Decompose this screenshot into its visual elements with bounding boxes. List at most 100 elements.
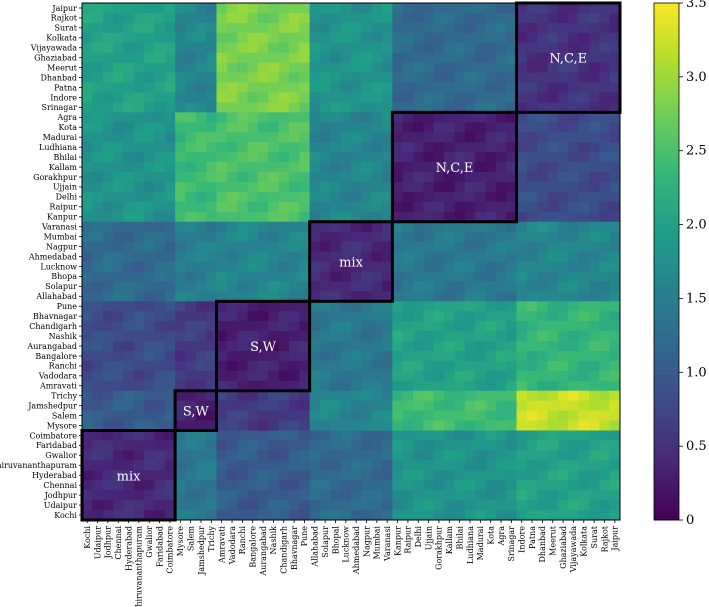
heatmap-cell	[454, 331, 466, 342]
heatmap-cell	[133, 112, 145, 123]
heatmap-cell	[154, 221, 166, 233]
heatmap-cell	[299, 62, 311, 73]
heatmap-cell	[340, 271, 352, 282]
heatmap-cell	[371, 390, 383, 402]
heatmap-cell	[206, 72, 217, 83]
heatmap-cell	[340, 430, 352, 441]
heatmap-cell	[123, 480, 135, 491]
heatmap-cell	[599, 241, 611, 252]
heatmap-cell	[609, 162, 621, 173]
heatmap-cell	[299, 241, 311, 252]
heatmap-cell	[319, 500, 331, 511]
heatmap-cell	[330, 142, 342, 153]
heatmap-cell	[402, 12, 414, 24]
heatmap-cell	[392, 321, 404, 332]
heatmap-cell	[361, 231, 373, 243]
heatmap-cell	[226, 231, 238, 243]
heatmap-cell	[195, 62, 207, 73]
colorbar-segment	[654, 15, 679, 21]
heatmap-cell	[102, 152, 114, 163]
heatmap-cell	[278, 430, 290, 441]
heatmap-cell	[464, 311, 476, 322]
heatmap-cell	[340, 311, 352, 322]
heatmap-cell	[495, 500, 507, 511]
heatmap-cell	[102, 52, 114, 64]
heatmap-cell	[216, 142, 228, 153]
heatmap-cell	[382, 460, 393, 471]
heatmap-cell	[340, 440, 352, 451]
heatmap-cell	[82, 92, 93, 103]
heatmap-cell	[195, 211, 207, 223]
heatmap-cell	[547, 231, 559, 243]
heatmap-cell	[413, 92, 424, 103]
heatmap-cell	[526, 191, 538, 203]
heatmap-cell	[526, 331, 538, 342]
heatmap-cell	[226, 142, 238, 153]
heatmap-cell	[392, 410, 404, 421]
heatmap-cell	[102, 390, 114, 402]
heatmap-cell	[175, 380, 186, 392]
heatmap-cell	[330, 72, 342, 83]
heatmap-cell	[516, 350, 528, 362]
heatmap-cell	[464, 410, 476, 421]
heatmap-cell	[226, 181, 238, 193]
y-tick-labels: JaipurRajkotSuratKolkataVijayawadaGhazia…	[0, 4, 82, 520]
heatmap-cell	[609, 42, 621, 54]
heatmap-cell	[288, 3, 300, 14]
heatmap-cell	[423, 500, 435, 511]
heatmap-cell	[216, 82, 228, 93]
heatmap-cell	[423, 32, 435, 44]
heatmap-cell	[454, 22, 466, 34]
heatmap-cell	[464, 152, 476, 163]
heatmap-cell	[113, 470, 124, 481]
heatmap-cell	[216, 390, 228, 402]
heatmap-cell	[351, 122, 362, 133]
heatmap-cell	[413, 510, 424, 521]
heatmap-cell	[309, 112, 321, 123]
heatmap-cell	[578, 410, 590, 421]
heatmap-cell	[485, 251, 497, 262]
heatmap-cell	[185, 390, 197, 402]
heatmap-cell	[506, 12, 517, 24]
heatmap-cell	[102, 211, 114, 223]
heatmap-cell	[526, 390, 538, 402]
heatmap-cell	[299, 470, 311, 481]
heatmap-cell	[216, 211, 228, 223]
heatmap-cell	[247, 251, 259, 262]
heatmap-cell	[578, 301, 590, 312]
x-tick-label: Amravati	[217, 526, 226, 564]
heatmap-cell	[392, 341, 404, 352]
heatmap-cell	[144, 241, 155, 252]
heatmap-cell	[206, 440, 217, 451]
heatmap-cell	[433, 152, 445, 163]
heatmap-cell	[82, 152, 93, 163]
heatmap-cell	[495, 350, 507, 362]
heatmap-cell	[206, 211, 217, 223]
heatmap-cell	[206, 470, 217, 481]
heatmap-cell	[237, 490, 248, 501]
heatmap-cell	[588, 52, 600, 64]
heatmap-cell	[351, 311, 362, 322]
heatmap-cell	[526, 271, 538, 282]
heatmap-cell	[278, 360, 290, 372]
heatmap-cell	[371, 22, 383, 34]
heatmap-cell	[133, 92, 145, 103]
heatmap-cell	[506, 410, 517, 421]
heatmap-cell	[485, 52, 497, 64]
heatmap-cell	[547, 390, 559, 402]
heatmap-cell	[361, 191, 373, 203]
heatmap-cell	[506, 162, 517, 173]
heatmap-cell	[92, 360, 104, 372]
heatmap-cell	[495, 52, 507, 64]
heatmap-cell	[547, 510, 559, 521]
heatmap-cell	[599, 370, 611, 382]
heatmap-cell	[578, 181, 590, 193]
heatmap-cell	[588, 12, 600, 24]
heatmap-cell	[413, 122, 424, 133]
heatmap-cell	[547, 52, 559, 64]
heatmap-cell	[195, 122, 207, 133]
heatmap-cell	[537, 221, 548, 233]
heatmap-cell	[102, 22, 114, 34]
heatmap-cell	[133, 72, 145, 83]
heatmap-cell	[516, 390, 528, 402]
